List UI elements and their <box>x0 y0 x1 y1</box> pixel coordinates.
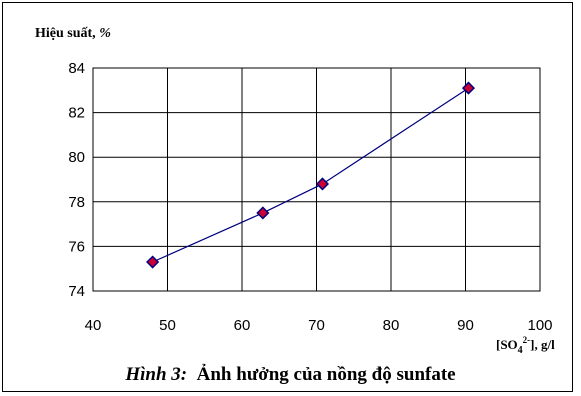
data-point-marker <box>146 255 160 269</box>
data-point-marker <box>256 206 270 220</box>
plot-area <box>92 67 541 292</box>
tick-labels: 74 76 78 80 82 84 40 50 60 70 80 90 100 <box>68 60 552 334</box>
gridlines <box>93 68 540 291</box>
data-point-marker <box>461 81 476 95</box>
data-series <box>146 81 476 269</box>
figure-caption: Hình 3: Ảnh hưởng của nồng độ sunfate <box>0 364 581 386</box>
x-tick-label: 60 <box>234 317 251 334</box>
caption-text: Ảnh hưởng của nồng độ sunfate <box>196 364 456 385</box>
x-tick-label: 70 <box>308 317 325 334</box>
y-tick-label: 80 <box>68 149 85 166</box>
caption-prefix: Hình 3: <box>125 364 188 385</box>
x-tick-label: 80 <box>383 317 400 334</box>
chart-frame <box>2 2 573 392</box>
series-line <box>152 87 469 263</box>
x-tick-label: 50 <box>159 317 176 334</box>
y-axis-title: Hiệu suất, % <box>35 26 111 41</box>
data-point-marker <box>315 177 330 191</box>
x-tick-label: 100 <box>527 317 552 334</box>
x-tick-label: 90 <box>457 317 474 334</box>
x-axis-title: [SO42-], g/l <box>496 335 555 356</box>
y-tick-label: 78 <box>68 194 85 211</box>
y-tick-label: 76 <box>68 238 85 255</box>
y-tick-label: 84 <box>68 60 85 77</box>
y-tick-label: 74 <box>68 283 85 300</box>
y-tick-label: 82 <box>68 105 85 122</box>
x-tick-label: 40 <box>85 317 102 334</box>
